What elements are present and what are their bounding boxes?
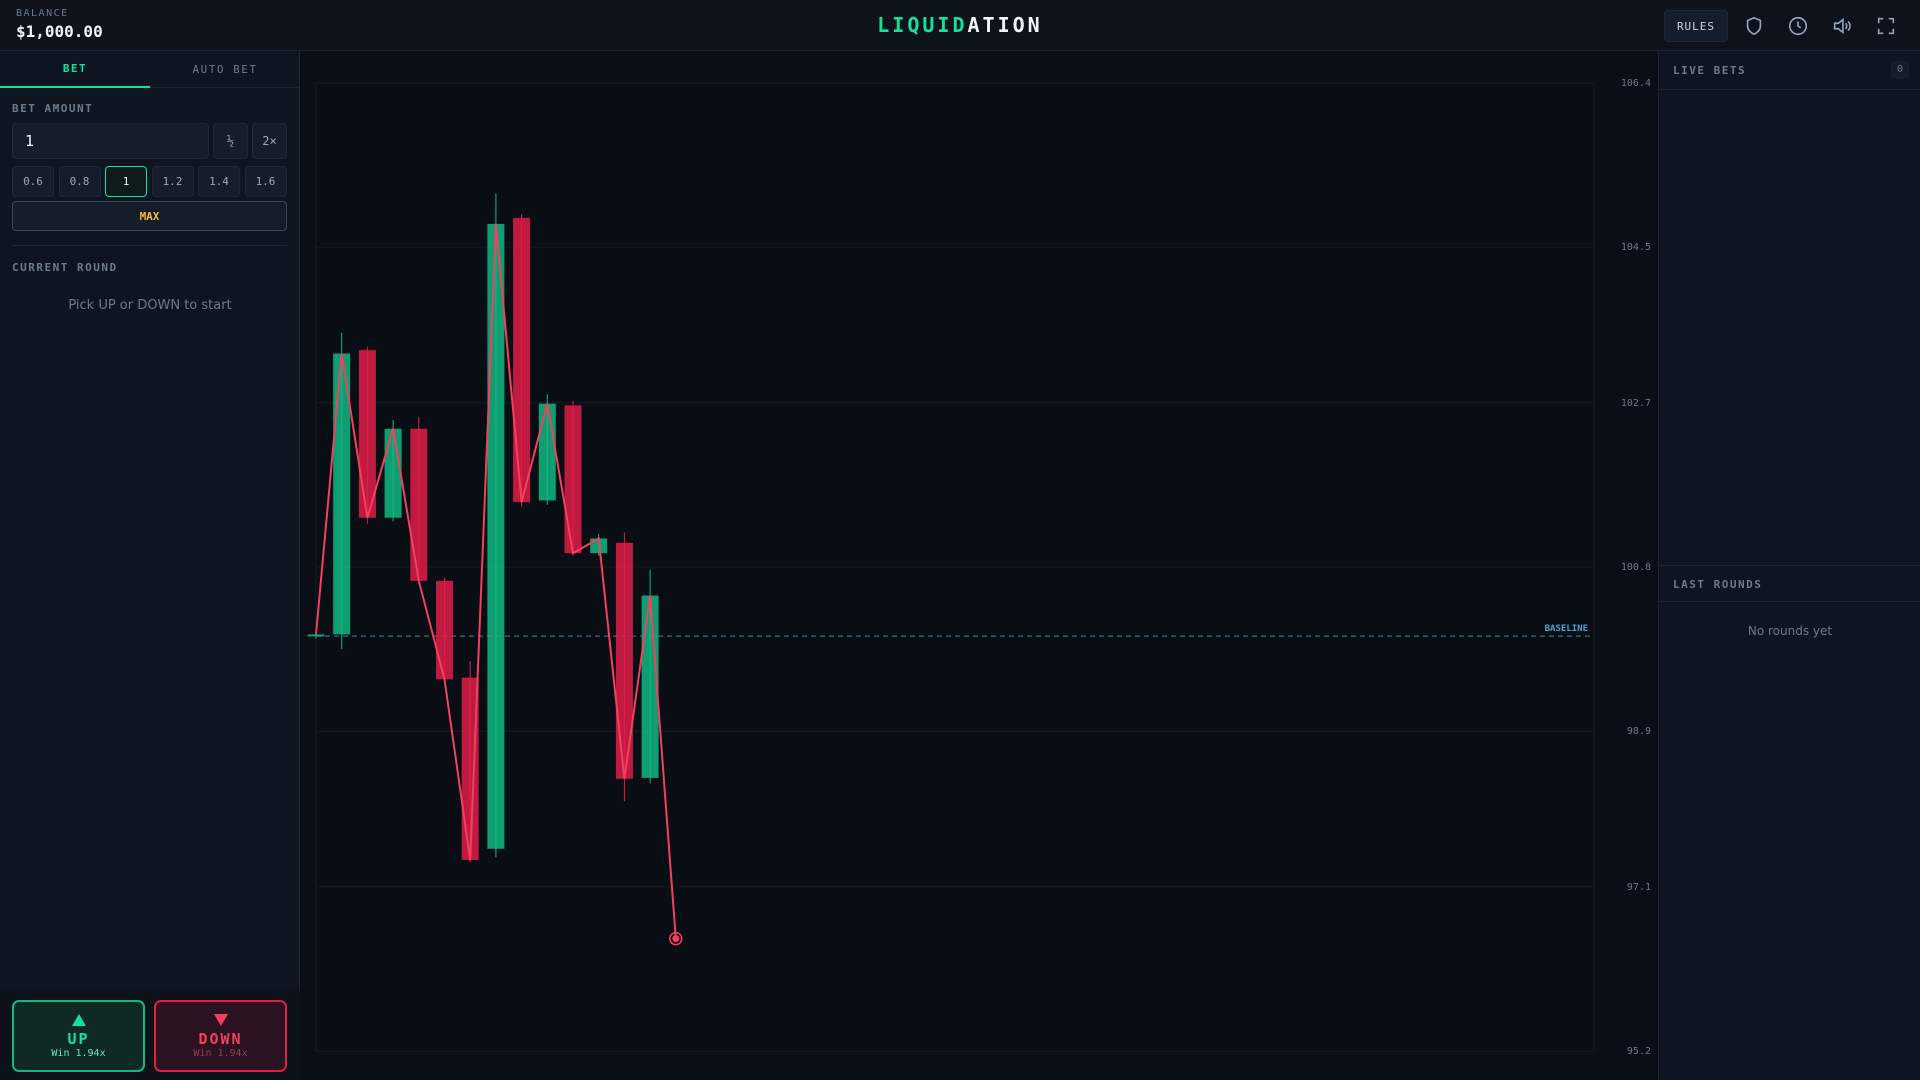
- candle-body: [538, 403, 556, 501]
- candle-body: [461, 677, 479, 860]
- down-button[interactable]: DOWN Win 1.94x: [154, 1000, 287, 1072]
- fullscreen-icon[interactable]: [1875, 15, 1897, 37]
- current-round-label: CURRENT ROUND: [12, 261, 118, 274]
- y-tick-label: 104.5: [1621, 242, 1651, 253]
- candle-body: [333, 353, 351, 635]
- baseline-label: BASELINE: [1545, 624, 1588, 634]
- up-label: UP: [67, 1030, 90, 1048]
- preset-button[interactable]: 0.6: [12, 166, 54, 197]
- y-tick-label: 102.7: [1621, 398, 1651, 409]
- candle-body: [615, 542, 633, 779]
- down-arrow: [213, 1014, 228, 1026]
- rules-button[interactable]: RULES: [1664, 10, 1728, 42]
- current-round-hint: Pick UP or DOWN to start: [68, 298, 232, 313]
- y-tick-label: 98.9: [1627, 726, 1651, 737]
- sound-icon[interactable]: [1831, 15, 1853, 37]
- last-rounds-header: [1659, 565, 1920, 602]
- y-tick-label: 100.8: [1621, 562, 1651, 573]
- down-label: DOWN: [198, 1030, 243, 1048]
- preset-button[interactable]: 0.8: [58, 166, 101, 197]
- up-arrow: [71, 1014, 86, 1026]
- candle-body: [358, 350, 376, 518]
- live-bets-count: 0: [1891, 61, 1909, 79]
- last-rounds-title: LAST ROUNDS: [1673, 578, 1763, 591]
- tab-bet[interactable]: BET: [0, 51, 150, 88]
- preset-button[interactable]: 1.4: [198, 166, 240, 197]
- tab-auto-bet[interactable]: AUTO BET: [150, 51, 300, 88]
- max-button[interactable]: MAX: [12, 201, 287, 231]
- candle-body: [307, 634, 325, 637]
- logo-accent: LIQUID: [877, 13, 968, 37]
- y-tick-label: 95.2: [1627, 1046, 1651, 1057]
- candle-body: [564, 405, 582, 554]
- up-button[interactable]: UP Win 1.94x: [12, 1000, 145, 1072]
- bet-panel: BET AUTO BET BET AMOUNT 1 ½ 2× 0.6 0.8 1 1.…: [0, 51, 300, 1080]
- candle-body: [410, 428, 428, 581]
- candle-body: [513, 217, 531, 503]
- logo-rest: ATION: [967, 13, 1043, 37]
- double-button[interactable]: 2×: [252, 123, 287, 159]
- side-panel: LIVE BETS 0 LAST ROUNDS No rounds yet: [1658, 51, 1920, 1080]
- chart: 95.2 97.1 98.9 100.8 102.7 104.5 106.4 BASELINE: [307, 78, 1651, 1057]
- y-tick-label: 97.1: [1627, 882, 1651, 893]
- current-price-halo: [669, 931, 683, 946]
- live-bets-title: LIVE BETS: [1673, 64, 1747, 77]
- up-win: Win 1.94x: [51, 1048, 106, 1059]
- header: BALANCE $1,000.00 LIQUIDATION RULES: [0, 0, 1920, 51]
- balance-label: BALANCE: [16, 8, 69, 19]
- live-bets-header: [1659, 51, 1920, 90]
- bet-amount-input[interactable]: 1: [12, 123, 209, 159]
- down-win: Win 1.94x: [193, 1048, 248, 1059]
- preset-button[interactable]: 1.6: [244, 166, 287, 197]
- y-tick-label: 106.4: [1621, 78, 1651, 89]
- history-icon[interactable]: [1787, 15, 1809, 37]
- current-price: [672, 935, 680, 943]
- candle-body: [436, 580, 453, 680]
- candle-body: [384, 428, 402, 518]
- price-line: [315, 223, 677, 939]
- half-button[interactable]: ½: [213, 123, 248, 159]
- last-rounds-empty: No rounds yet: [1747, 624, 1833, 638]
- logo: LIQUIDATION: [0, 13, 1920, 37]
- balance: $1,000.00: [16, 22, 103, 41]
- fair-icon[interactable]: [1743, 15, 1765, 37]
- divider: [12, 245, 287, 246]
- candle-body: [487, 223, 505, 849]
- preset-button[interactable]: 1.2: [151, 166, 194, 197]
- bet-amount-label: BET AMOUNT: [12, 102, 94, 115]
- preset-button[interactable]: 1: [105, 166, 147, 197]
